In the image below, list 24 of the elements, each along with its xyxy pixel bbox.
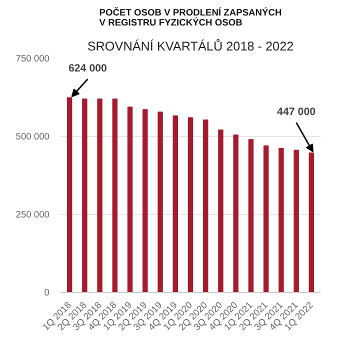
bar <box>218 129 224 292</box>
bar <box>294 150 299 292</box>
annotation: 624 000 <box>68 62 108 74</box>
y-tick-label: 500 000 <box>16 132 50 142</box>
bar <box>66 97 72 292</box>
bar <box>142 109 148 292</box>
chart-subtitle: SROVNÁNÍ KVARTÁLŮ 2018 - 2022 <box>87 38 294 54</box>
bar <box>82 98 88 292</box>
bar <box>127 106 133 292</box>
y-tick-label: 750 000 <box>16 54 50 64</box>
bar <box>203 119 208 292</box>
bar <box>112 98 118 292</box>
y-tick-label: 0 <box>44 288 50 298</box>
annotation: 447 000 <box>277 106 316 118</box>
bar <box>278 148 284 292</box>
bar <box>188 117 194 292</box>
bar <box>97 98 102 292</box>
bar <box>172 115 178 292</box>
bar <box>248 139 254 292</box>
bar <box>158 112 163 292</box>
bar <box>263 145 269 292</box>
chart-title: POČET OSOB V PRODLENÍ ZAPSANÝCH V REGISTRU FYZICKÝCH OSOB <box>99 6 282 28</box>
y-tick-label: 250 000 <box>16 210 50 220</box>
bar <box>233 134 238 292</box>
